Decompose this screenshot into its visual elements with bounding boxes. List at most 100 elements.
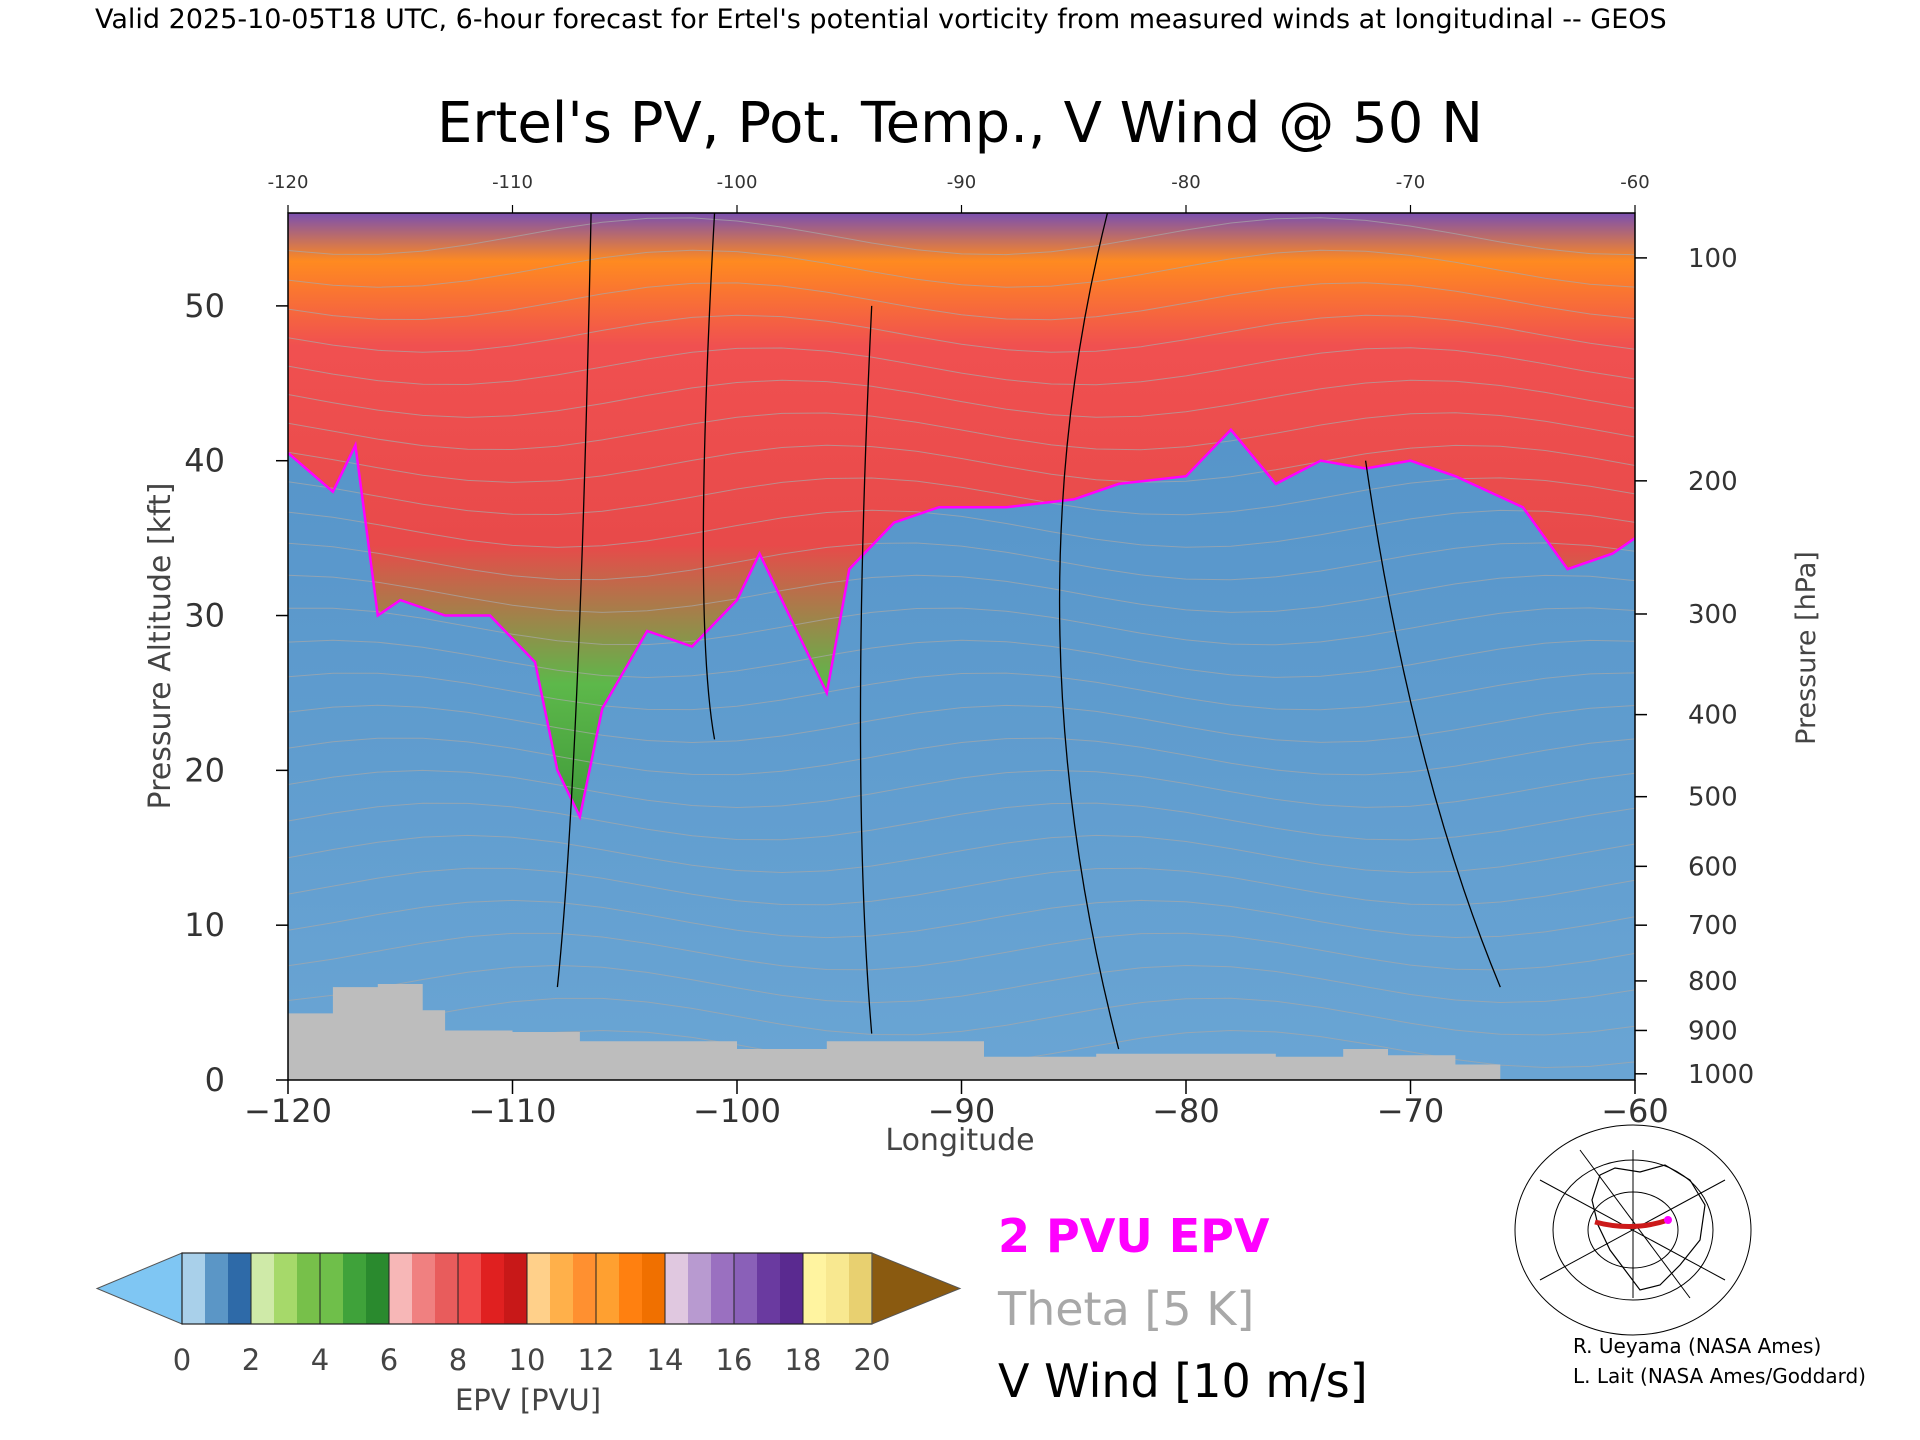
- y-axis-right-label: Pressure [hPa]: [1791, 551, 1822, 745]
- colorbar-swatch: [734, 1253, 758, 1324]
- colorbar-swatch: [550, 1253, 574, 1324]
- theta-isentrope: [288, 834, 1635, 874]
- pressure-tick-label: 700: [1688, 911, 1738, 941]
- theta-isentrope: [288, 607, 1635, 646]
- colorbar-swatch: [780, 1253, 804, 1324]
- y-tick-label: 20: [184, 751, 225, 789]
- x-axis-bottom: −120 −110 −100 −90 −80 −70 −60: [244, 1080, 1669, 1130]
- pressure-tick-label: 1000: [1688, 1060, 1754, 1090]
- colorbar-tick-label: 12: [578, 1343, 615, 1377]
- colorbar-swatch: [642, 1253, 666, 1324]
- pressure-tick-label: 800: [1688, 967, 1738, 997]
- colorbar-swatch: [665, 1253, 689, 1324]
- plot-layers: [288, 213, 1635, 1080]
- colorbar-swatch: [826, 1253, 850, 1324]
- colorbar-tick-label: 6: [380, 1343, 398, 1377]
- y-axis-label: Pressure Altitude [kft]: [143, 483, 178, 810]
- credit-line-2: L. Lait (NASA Ames/Goddard): [1573, 1364, 1866, 1388]
- y-tick-label: 0: [205, 1061, 225, 1099]
- pv-2pvu-contour: [288, 427, 1635, 821]
- colorbar-swatch: [389, 1253, 413, 1324]
- theta-isentrope: [288, 769, 1635, 809]
- theta-isentrope: [288, 509, 1635, 548]
- theta-isentrope: [288, 867, 1635, 906]
- x-tick-label: −110: [469, 1092, 557, 1130]
- colorbar-above-triangle: [871, 1252, 962, 1325]
- inset-map: [1514, 1124, 1752, 1336]
- colorbar-tick-label: 4: [311, 1343, 329, 1377]
- y-axis-left: 0 10 20 30 40 50: [184, 287, 288, 1099]
- x-tick-label: −80: [1152, 1092, 1220, 1130]
- x-top-tick-label: -100: [717, 172, 758, 193]
- x-tick-label: −60: [1601, 1092, 1669, 1130]
- theta-isentrope: [288, 282, 1635, 321]
- chart-title: Ertel's PV, Pot. Temp., V Wind @ 50 N: [437, 91, 1483, 156]
- colorbar-swatch: [251, 1253, 275, 1324]
- pressure-tick-label: 500: [1688, 783, 1738, 813]
- colorbar-swatch: [320, 1253, 344, 1324]
- x-axis-label: Longitude: [885, 1123, 1034, 1158]
- colorbar-tick-label: 16: [716, 1343, 753, 1377]
- x-tick-label: −70: [1377, 1092, 1445, 1130]
- inset-track-marker: [1664, 1216, 1672, 1224]
- colorbar-tick-label: 10: [509, 1343, 546, 1377]
- colorbar-swatch: [757, 1253, 781, 1324]
- theta-isentrope: [288, 574, 1635, 613]
- x-axis-top: -120 -110 -100 -90 -80 -70 -60: [268, 172, 1650, 213]
- plot-area: [287, 212, 1636, 1081]
- x-top-tick-label: -70: [1396, 172, 1425, 193]
- x-top-tick-label: -80: [1171, 172, 1200, 193]
- theta-isentrope: [288, 737, 1635, 776]
- colorbar-tick-label: 14: [647, 1343, 684, 1377]
- v-wind-contour: [1058, 213, 1120, 1050]
- theta-isentrope: [288, 704, 1635, 744]
- x-tick-label: −90: [928, 1092, 996, 1130]
- theta-isentrope: [288, 899, 1635, 939]
- y-axis-right-pressure: 100 200 300 400 500 600 700 800 900 1000: [1635, 244, 1754, 1090]
- pressure-tick-label: 400: [1688, 701, 1738, 731]
- legend-theta: Theta [5 K]: [997, 1282, 1254, 1336]
- stratosphere-pv-field: [288, 213, 1635, 817]
- theta-isentrope: [288, 379, 1635, 418]
- v-wind-contour: [859, 305, 873, 1034]
- theta-isentrope: [288, 412, 1635, 451]
- validity-header: Valid 2025-10-05T18 UTC, 6-hour forecast…: [95, 4, 1667, 35]
- credit-line-1: R. Ueyama (NASA Ames): [1573, 1334, 1821, 1358]
- colorbar-swatch: [481, 1253, 505, 1324]
- theta-isentrope: [288, 347, 1635, 386]
- colorbar-swatch: [803, 1253, 827, 1324]
- colorbar: 0 2 4 6 8 10 12 14 16 18 20: [95, 1252, 962, 1377]
- pressure-tick-label: 600: [1688, 852, 1738, 882]
- colorbar-swatch: [182, 1253, 206, 1324]
- theta-isentrope: [288, 477, 1635, 516]
- terrain-mask: [288, 984, 1635, 1080]
- colorbar-swatch: [205, 1253, 229, 1324]
- colorbar-swatch: [343, 1253, 367, 1324]
- legend: 2 PVU EPV Theta [5 K] V Wind [10 m/s]: [997, 1209, 1368, 1408]
- colorbar-swatch: [619, 1253, 643, 1324]
- colorbar-tick-label: 18: [785, 1343, 822, 1377]
- colorbar-swatch: [596, 1253, 620, 1324]
- colorbar-below-triangle: [95, 1252, 183, 1325]
- colorbar-tick-label: 20: [854, 1343, 891, 1377]
- pressure-tick-label: 900: [1688, 1016, 1738, 1046]
- inset-section-track: [1594, 1217, 1669, 1230]
- v-wind-contour: [556, 213, 592, 988]
- colorbar-swatch: [527, 1253, 551, 1324]
- colorbar-swatch: [573, 1253, 597, 1324]
- colorbar-swatch: [849, 1253, 873, 1324]
- legend-vwind: V Wind [10 m/s]: [998, 1354, 1368, 1408]
- theta-isentrope: [288, 932, 1635, 971]
- x-tick-label: −100: [693, 1092, 781, 1130]
- colorbar-swatch: [297, 1253, 321, 1324]
- x-tick-label: −120: [244, 1092, 332, 1130]
- pressure-tick-label: 100: [1688, 244, 1738, 274]
- v-wind-contour: [1364, 460, 1501, 988]
- y-tick-label: 30: [184, 597, 225, 635]
- colorbar-swatch: [458, 1253, 482, 1324]
- theta-isentrope: [288, 639, 1635, 679]
- legend-2pvu: 2 PVU EPV: [998, 1209, 1270, 1263]
- v-wind-contour: [702, 213, 716, 740]
- inset-coastline: [1591, 1164, 1706, 1291]
